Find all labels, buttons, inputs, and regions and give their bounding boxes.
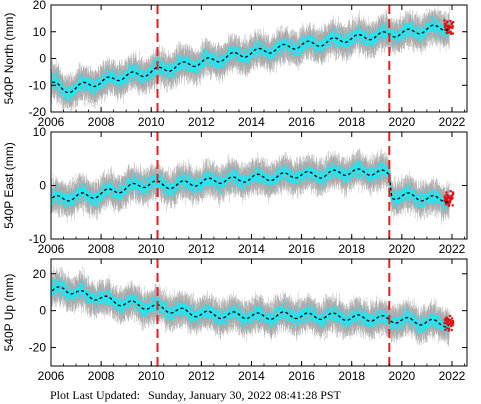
y-tick-label: 10 [33, 125, 47, 139]
panel-up: 2006 2008 2010 2012 2014 2016 2018 2020 2022 -20 0… [2, 258, 468, 383]
x-tick-label: 2018 [338, 369, 365, 383]
model-fit-line [51, 168, 450, 203]
recent-positions [443, 19, 455, 35]
x-tick-label: 2010 [138, 115, 165, 129]
x-tick-label: 2010 [138, 242, 165, 256]
y-axis-label-north: 540P North (mm) [2, 13, 16, 105]
y-tick-label: -20 [29, 341, 47, 355]
x-tick-label: 2008 [88, 242, 115, 256]
x-tick-label: 2010 [138, 369, 165, 383]
y-tick-label: -10 [29, 232, 47, 246]
x-tick-label: 2012 [188, 242, 215, 256]
y-tick-label: 0 [39, 179, 46, 193]
x-tick-label: 2022 [439, 242, 466, 256]
y-tick-label: 0 [39, 52, 46, 66]
recent-positions [443, 190, 455, 208]
x-tick-label: 2020 [388, 115, 415, 129]
y-tick-label: 20 [33, 0, 47, 12]
daily-positions [51, 15, 451, 102]
x-tick-label: 2014 [238, 115, 265, 129]
x-tick-label: 2020 [388, 369, 415, 383]
x-tick-label: 2008 [88, 115, 115, 129]
x-tick-label: 2022 [439, 369, 466, 383]
x-tick-label: 2020 [388, 242, 415, 256]
x-tick-label: 2012 [188, 369, 215, 383]
y-tick-label: -20 [29, 105, 47, 119]
x-tick-label: 2016 [288, 115, 315, 129]
model-fit-line [51, 286, 450, 328]
x-tick-label: 2016 [288, 242, 315, 256]
y-tick-label: 10 [33, 25, 47, 39]
panel-north: 2006 2008 2010 2012 2014 2016 2018 2020 2022-20-… [2, 0, 468, 129]
x-tick-label: 2018 [338, 242, 365, 256]
y-tick-label: 0 [39, 304, 46, 318]
x-tick-label: 2006 [38, 242, 65, 256]
footer-timestamp: Sunday, January 30, 2022 08:41:28 PST [148, 388, 342, 402]
x-tick-label: 2022 [439, 115, 466, 129]
x-tick-label: 2012 [188, 115, 215, 129]
x-tick-label: 2006 [38, 115, 65, 129]
x-tick-label: 2014 [238, 369, 265, 383]
y-tick-label: 20 [33, 267, 47, 281]
y-axis-label-east: 540P East (mm) [2, 142, 16, 228]
panel-east: 2006 2008 2010 2012 2014 2016 2018 2020 2022 -10 0… [2, 125, 468, 256]
footer-label: Plot Last Updated: [50, 388, 140, 402]
x-tick-label: 2016 [288, 369, 315, 383]
y-tick-label: -10 [29, 78, 47, 92]
x-tick-label: 2014 [238, 242, 265, 256]
model-fit-line [52, 24, 450, 94]
x-tick-label: 2006 [38, 369, 65, 383]
recent-positions [443, 314, 455, 332]
plot-frame [50, 258, 468, 367]
x-tick-label: 2018 [338, 115, 365, 129]
y-axis-label-up: 540P Up (mm) [2, 274, 16, 352]
x-tick-label: 2008 [88, 369, 115, 383]
